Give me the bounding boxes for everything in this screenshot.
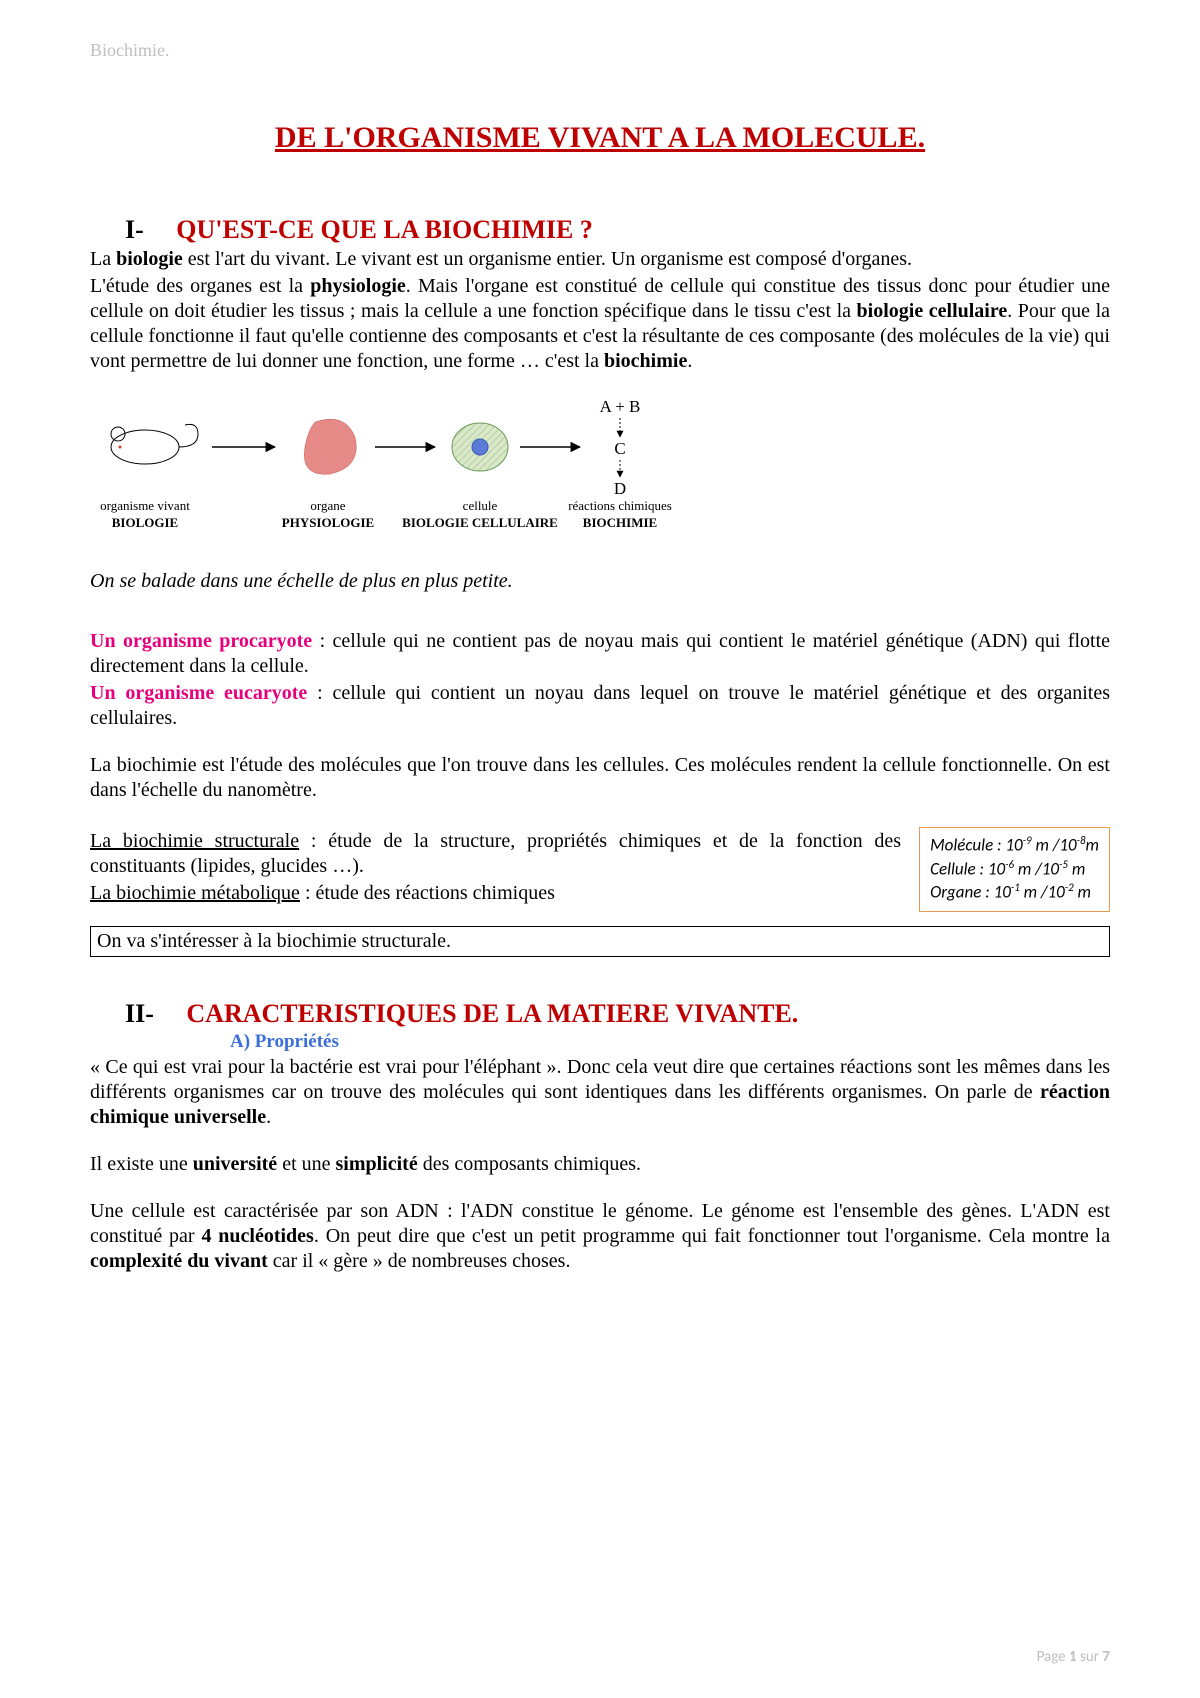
scale-box: Molécule : 10-9 m /10-8m Cellule : 10-6 … bbox=[919, 827, 1110, 912]
svg-text:BIOLOGIE: BIOLOGIE bbox=[112, 515, 178, 530]
page-footer: Page 1 sur 7 bbox=[1037, 1648, 1110, 1666]
scale-diagram: A + B C D organisme vivant organe cellul… bbox=[90, 392, 1110, 548]
main-title: DE L'ORGANISME VIVANT A LA MOLECULE. bbox=[90, 121, 1110, 155]
svg-text:cellule: cellule bbox=[463, 498, 498, 513]
section-1-heading: I- QU'EST-CE QUE LA BIOCHIMIE ? bbox=[125, 215, 1110, 245]
boxed-note: On va s'intéresser à la biochimie struct… bbox=[90, 926, 1110, 957]
section-2-sub-a: A) Propriétés bbox=[230, 1031, 1110, 1053]
section-2-para-3: Une cellule est caractérisée par son ADN… bbox=[90, 1199, 1110, 1274]
svg-text:BIOLOGIE CELLULAIRE: BIOLOGIE CELLULAIRE bbox=[402, 515, 558, 530]
section-1-para-2: L'étude des organes est la physiologie. … bbox=[90, 274, 1110, 374]
struct-metab-row: La biochimie structurale : étude de la s… bbox=[90, 827, 1110, 912]
procaryote-def: Un organisme procaryote : cellule qui ne… bbox=[90, 629, 1110, 679]
svg-text:D: D bbox=[614, 479, 626, 498]
svg-text:réactions chimiques: réactions chimiques bbox=[568, 498, 672, 513]
svg-text:A + B: A + B bbox=[600, 397, 641, 416]
svg-text:C: C bbox=[614, 439, 625, 458]
organism-icon bbox=[111, 424, 198, 464]
svg-text:organisme vivant: organisme vivant bbox=[100, 498, 190, 513]
section-2-para-2: Il existe une université et une simplici… bbox=[90, 1152, 1110, 1177]
svg-text:BIOCHIMIE: BIOCHIMIE bbox=[583, 515, 657, 530]
eucaryote-def: Un organisme eucaryote : cellule qui con… bbox=[90, 681, 1110, 731]
svg-text:organe: organe bbox=[310, 498, 345, 513]
scale-organe: Organe : 10-1 m /10-2 m bbox=[930, 881, 1099, 905]
reaction-icon: A + B C D bbox=[600, 397, 641, 498]
section-1-title: QU'EST-CE QUE LA BIOCHIMIE ? bbox=[176, 215, 593, 244]
cell-icon bbox=[452, 423, 508, 471]
italic-note: On se balade dans une échelle de plus en… bbox=[90, 570, 1110, 593]
organ-icon bbox=[304, 419, 356, 474]
section-1-number: I- bbox=[125, 215, 144, 244]
svg-text:PHYSIOLOGIE: PHYSIOLOGIE bbox=[282, 515, 374, 530]
structurale-def: La biochimie structurale : étude de la s… bbox=[90, 829, 901, 879]
page-header: Biochimie. bbox=[90, 40, 1110, 61]
metabolique-def: La biochimie métabolique : étude des réa… bbox=[90, 881, 901, 906]
section-2-number: II- bbox=[125, 999, 154, 1028]
section-1-para-3: La biochimie est l'étude des molécules q… bbox=[90, 753, 1110, 803]
scale-cellule: Cellule : 10-6 m /10-5 m bbox=[930, 858, 1099, 882]
section-2-title: CARACTERISTIQUES DE LA MATIERE VIVANTE. bbox=[186, 999, 798, 1028]
section-2-para-1: « Ce qui est vrai pour la bactérie est v… bbox=[90, 1055, 1110, 1130]
scale-molecule: Molécule : 10-9 m /10-8m bbox=[930, 834, 1099, 858]
section-2-heading: II- CARACTERISTIQUES DE LA MATIERE VIVAN… bbox=[125, 999, 1110, 1029]
section-1-para-1: La biologie est l'art du vivant. Le viva… bbox=[90, 247, 1110, 272]
